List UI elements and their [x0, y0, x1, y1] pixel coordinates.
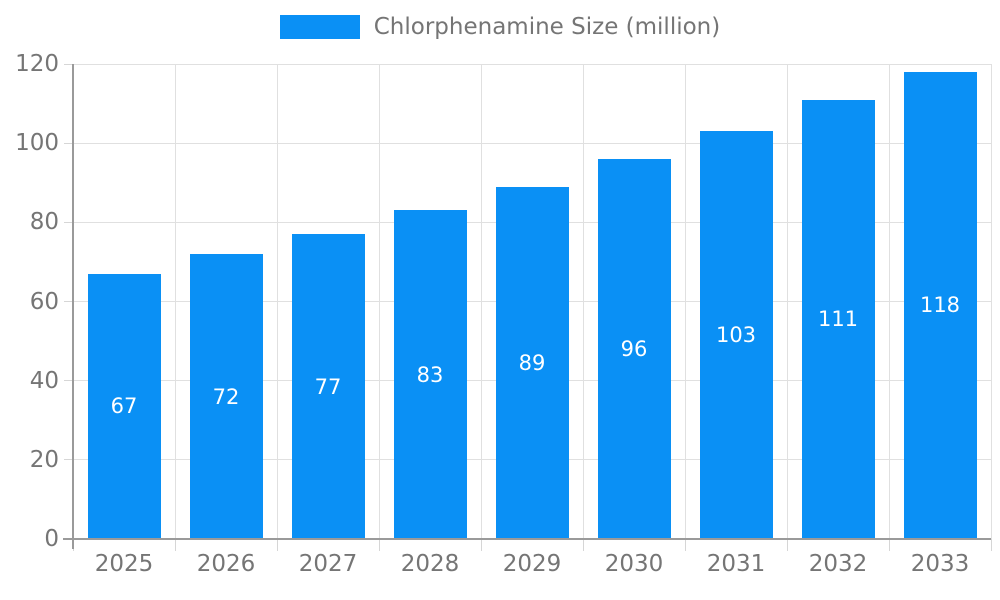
- x-axis-tick-label: 2032: [808, 551, 868, 577]
- y-axis-tick-label: 80: [29, 209, 59, 236]
- y-axis-tick: [64, 63, 73, 65]
- bar-2033[interactable]: 118: [903, 71, 977, 539]
- bar-value-label: 83: [416, 362, 444, 387]
- bar-value-label: 77: [314, 374, 342, 399]
- legend-swatch-icon: [279, 15, 360, 39]
- gridline-vertical: [480, 64, 482, 539]
- bar-2030[interactable]: 96: [597, 159, 671, 539]
- y-axis-tick-label: 120: [15, 51, 59, 77]
- gridline-vertical: [378, 64, 380, 539]
- bar-value-label: 67: [110, 394, 138, 419]
- y-axis-tick: [64, 221, 73, 223]
- x-axis-tick-label: 2028: [400, 551, 460, 577]
- y-axis-tick: [64, 301, 73, 302]
- x-axis-tick-label: 2033: [910, 551, 970, 577]
- x-axis-tick-label: 2030: [604, 551, 664, 577]
- x-axis-tick-label: 2027: [298, 551, 358, 577]
- bar-2027[interactable]: 77: [291, 234, 365, 539]
- x-axis-tick: [276, 539, 278, 551]
- legend[interactable]: Chlorphenamine Size (million): [0, 14, 1000, 40]
- bar-value-label: 118: [919, 293, 961, 318]
- y-axis-tick: [64, 142, 73, 144]
- x-axis-tick-label: 2026: [196, 551, 256, 577]
- x-axis-tick: [480, 539, 482, 551]
- bar-value-label: 103: [715, 323, 757, 348]
- bar-value-label: 89: [518, 350, 546, 375]
- y-axis-tick: [64, 380, 73, 382]
- x-axis-tick: [888, 539, 890, 551]
- y-axis-line: [72, 64, 74, 549]
- gridline-horizontal: [73, 142, 991, 144]
- y-axis-tick-label: 100: [15, 130, 59, 157]
- x-axis-tick: [786, 539, 788, 551]
- bar-value-label: 72: [212, 384, 240, 409]
- bar-2031[interactable]: 103: [699, 131, 773, 539]
- gridline-vertical: [174, 64, 176, 539]
- bar-value-label: 96: [620, 337, 648, 361]
- legend-label: Chlorphenamine Size (million): [373, 14, 721, 40]
- x-axis-tick: [684, 539, 686, 551]
- gridline-vertical: [276, 64, 278, 539]
- gridline-vertical: [888, 64, 890, 539]
- x-axis-tick: [990, 539, 992, 551]
- gridline-vertical: [582, 64, 584, 539]
- y-axis-tick-label: 40: [29, 367, 59, 394]
- gridline-horizontal: [73, 63, 991, 65]
- x-axis-tick-label: 2031: [706, 551, 766, 577]
- bar-2029[interactable]: 89: [495, 186, 569, 539]
- bar-2025[interactable]: 67: [87, 273, 161, 539]
- y-axis-tick-label: 0: [44, 526, 59, 552]
- x-axis-tick: [582, 539, 584, 551]
- plot-area: 0 20 40 60 80 100 120 67 2025 72 2026 77 2027 83 2028 8…: [15, 51, 992, 577]
- gridline-vertical: [990, 64, 992, 539]
- x-axis-tick: [378, 539, 380, 551]
- bar-2028[interactable]: 83: [393, 210, 467, 539]
- x-axis-tick-label: 2029: [502, 551, 562, 577]
- bar-value-label: 111: [817, 307, 859, 332]
- gridline-vertical: [786, 64, 788, 539]
- gridline-vertical: [684, 64, 686, 539]
- x-axis-tick-label: 2025: [94, 551, 154, 577]
- y-axis-tick-label: 60: [29, 288, 59, 315]
- bar-2026[interactable]: 72: [189, 254, 263, 539]
- x-axis-line: [63, 538, 991, 540]
- y-axis-tick-label: 20: [29, 446, 59, 473]
- bar-2032[interactable]: 111: [801, 99, 875, 539]
- y-axis-tick: [64, 459, 73, 461]
- x-axis-tick: [174, 539, 176, 551]
